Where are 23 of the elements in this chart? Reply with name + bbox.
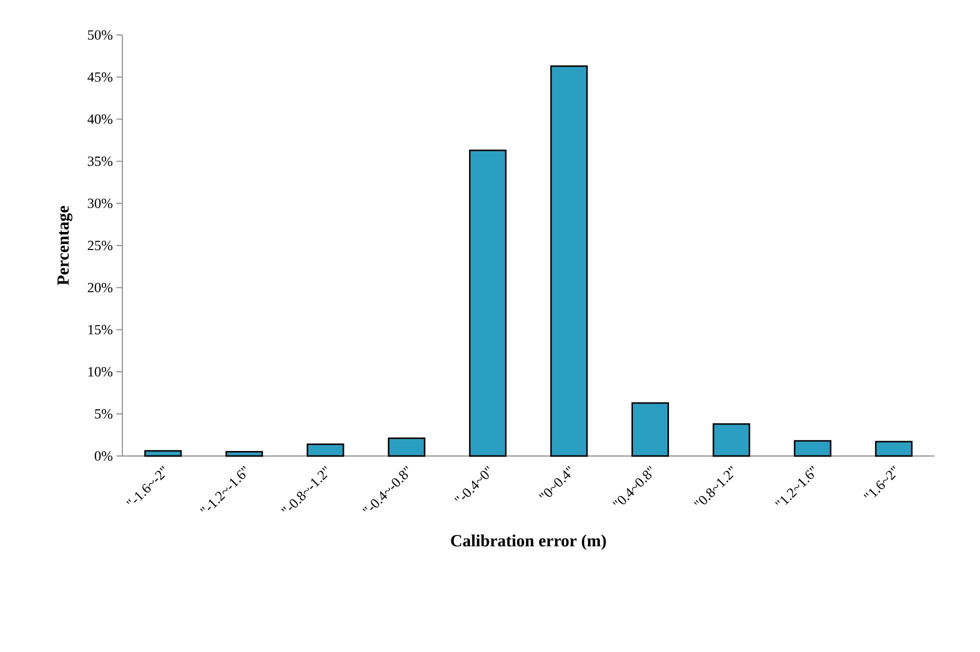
y-tick-label: 50% — [88, 30, 112, 40]
bar — [225, 451, 263, 457]
y-tick-label: 45% — [88, 72, 112, 82]
bar — [550, 65, 588, 457]
y-axis-title: Percentage — [58, 206, 72, 286]
bar — [306, 443, 344, 457]
y-tick-label: 5% — [95, 409, 112, 419]
bar — [794, 440, 832, 457]
bar — [631, 402, 669, 457]
bar — [469, 150, 507, 457]
y-tick-label: 25% — [88, 240, 112, 250]
y-tick-label: 10% — [88, 367, 112, 377]
bar — [388, 438, 426, 457]
y-tick-label: 0% — [94, 451, 112, 461]
bar — [712, 423, 750, 457]
y-tick-label: 15% — [88, 324, 112, 334]
y-tick-label: 40% — [88, 114, 112, 124]
bar — [875, 440, 913, 457]
y-tick-label: 30% — [88, 198, 112, 208]
y-tick-label: 20% — [88, 282, 112, 292]
y-tick-label: 35% — [88, 156, 112, 166]
bar — [144, 450, 182, 457]
x-axis-title: Calibration error (m) — [451, 534, 606, 550]
